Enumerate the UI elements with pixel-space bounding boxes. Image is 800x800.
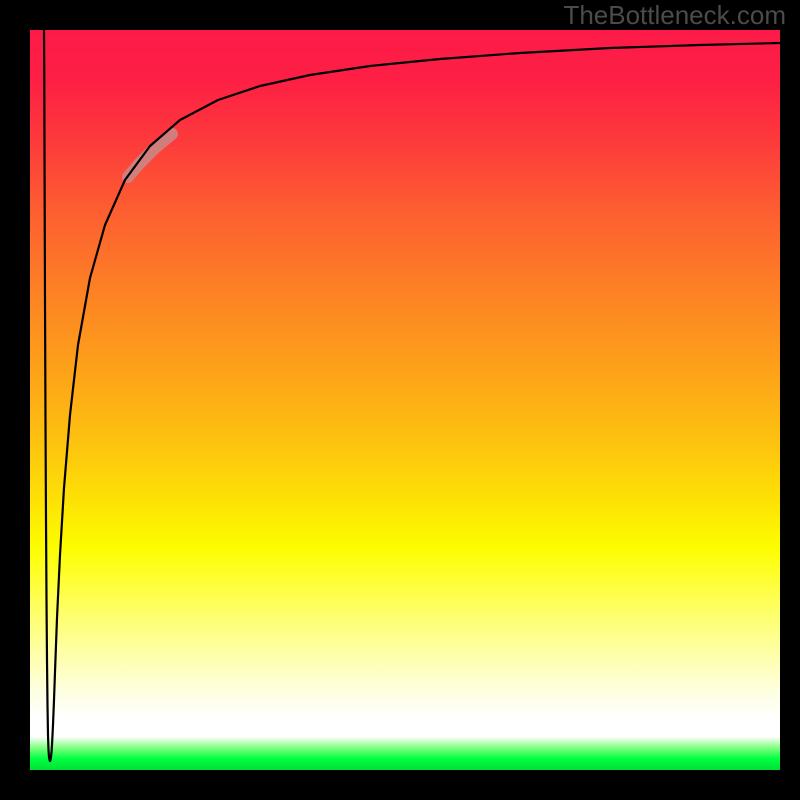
chart-container: TheBottleneck.com [0,0,800,800]
bottleneck-curve [44,30,780,761]
curve-layer [0,0,800,800]
highlight-segment [128,134,172,177]
